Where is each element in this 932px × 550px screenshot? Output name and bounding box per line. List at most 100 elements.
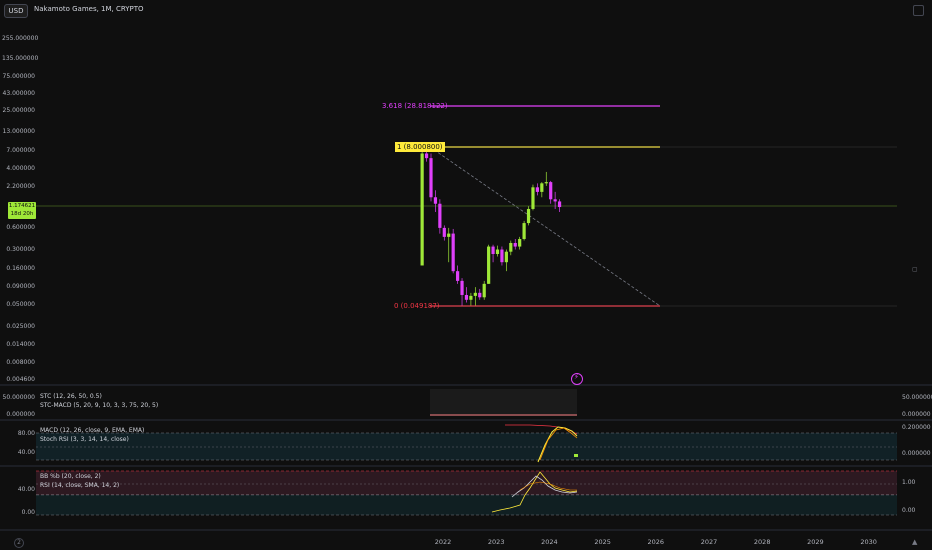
stc-axis-top: 50.000000 <box>2 394 35 401</box>
bb-right-top: 1.00 <box>902 479 916 486</box>
fib-label-3618: 3.618 (28.818122) <box>382 102 448 110</box>
stc-axis-bottom: 0.000000 <box>6 411 35 418</box>
price-tick-label: 2.200000 <box>6 183 35 191</box>
price-tick-label: 13.000000 <box>2 127 35 135</box>
candle-body <box>473 292 477 296</box>
stoch-axis-80: 80.00 <box>17 430 35 437</box>
timezone-icon[interactable]: 2 <box>14 538 24 548</box>
bb-percent-line <box>491 471 578 513</box>
time-tick-label: 2027 <box>700 538 718 546</box>
price-tick-label: 4.000000 <box>6 164 35 172</box>
current-price-value: 1.174621 <box>8 203 36 209</box>
stc-zone <box>430 389 577 416</box>
currency-button[interactable]: USD <box>4 4 28 18</box>
candle-body <box>504 251 508 263</box>
macd-right-top: 0.200000 <box>902 424 931 431</box>
time-tick-label: 2029 <box>807 538 824 546</box>
candle-body <box>464 294 469 300</box>
rsi-band-fill <box>36 495 897 515</box>
candle-body <box>491 246 495 255</box>
candle-body <box>456 271 460 281</box>
auto-scale-icon[interactable]: ▲ <box>912 538 918 546</box>
stc-right-top: 50.000000 <box>902 394 932 401</box>
candle-body <box>469 295 473 300</box>
fib-trend-line[interactable] <box>429 146 661 307</box>
indicator-label-rsi[interactable]: RSI (14, close, SMA, 14, 2) <box>40 482 120 489</box>
rsi-ma-line <box>519 481 577 491</box>
scale-settings-icon[interactable] <box>913 5 924 16</box>
time-tick-label: 2022 <box>434 538 452 546</box>
time-tick-label: 2024 <box>541 538 558 546</box>
indicator-label-bb[interactable]: BB %b (20, close, 2) <box>40 473 101 480</box>
price-tick-label: 0.090000 <box>6 283 35 291</box>
rsi-axis-0: 0.00 <box>21 509 35 516</box>
stoch-k-line <box>537 426 578 463</box>
candle-body <box>433 197 438 204</box>
price-tick-label: 0.008000 <box>6 358 35 366</box>
lightning-icon[interactable]: ⚡ <box>571 373 583 385</box>
time-tick-label: 2023 <box>487 538 505 546</box>
indicator-label-stc[interactable]: STC (12, 26, 50, 0.5) <box>40 393 102 400</box>
time-tick-label: 2025 <box>594 538 611 546</box>
symbol-title: Nakamoto Games, 1M, CRYPTO <box>34 5 144 13</box>
price-tick-label: 25.000000 <box>2 107 35 115</box>
stoch-axis-40: 40.00 <box>17 449 35 456</box>
candle-body <box>522 223 526 240</box>
indicator-label-stoch-rsi[interactable]: Stoch RSI (3, 3, 14, 14, close) <box>40 436 129 443</box>
time-tick-label: 2026 <box>647 538 665 546</box>
time-tick-label: 2028 <box>753 538 771 546</box>
rsi-axis-40: 40.00 <box>17 486 35 493</box>
indicator-label-stc-macd[interactable]: STC-MACD (5, 20, 9, 10, 3, 3, 75, 20, 5) <box>40 402 159 409</box>
candle-body <box>460 280 464 295</box>
candle-body <box>513 242 517 247</box>
bb-right-bottom: 0.00 <box>902 507 916 514</box>
price-tick-label: 0.050000 <box>6 301 35 309</box>
price-tick-label: 0.025000 <box>6 323 35 331</box>
candle-body <box>549 182 553 200</box>
stoch-d-line <box>539 427 578 461</box>
candle-body <box>509 242 513 252</box>
candle-body <box>518 239 522 247</box>
price-tick-label: 255.000000 <box>2 34 39 42</box>
candlestick-series <box>420 147 562 306</box>
stc-right-bottom: 0.000000 <box>902 411 931 418</box>
bb-band-fill <box>36 471 897 495</box>
candle-body <box>557 201 562 208</box>
macd-right-bottom: 0.000000 <box>902 450 931 457</box>
price-tick-label: 0.300000 <box>6 245 35 253</box>
price-tick-label: 0.600000 <box>6 223 35 231</box>
price-tick-label: 0.004600 <box>6 375 35 383</box>
candle-body <box>531 187 535 209</box>
candle-body <box>487 246 491 284</box>
price-tick-label: 0.014000 <box>6 341 35 349</box>
candle-body <box>478 292 482 298</box>
price-tick-label: 43.000000 <box>2 90 35 98</box>
fib-label-0: 0 (0.049187) <box>394 302 440 310</box>
candle-body <box>540 183 544 192</box>
scale-mode-icon[interactable]: ▢ <box>912 266 918 273</box>
candle-body <box>535 187 539 192</box>
price-tick-label: 135.000000 <box>2 54 39 62</box>
candle-body <box>429 158 433 198</box>
price-tick-label: 0.160000 <box>6 265 35 273</box>
stoch-rsi-band <box>36 433 897 460</box>
price-tick-label: 75.000000 <box>2 73 35 81</box>
candle-body <box>438 203 442 228</box>
candle-body <box>500 249 504 263</box>
macd-histogram-bar <box>574 454 578 457</box>
price-tick-label: 7.000000 <box>6 147 35 155</box>
candle-body <box>420 153 424 266</box>
time-tick-label: 2030 <box>860 538 877 546</box>
rsi-line <box>511 475 578 498</box>
candle-body <box>447 233 451 237</box>
indicator-label-macd[interactable]: MACD (12, 26, close, 9, EMA, EMA) <box>40 427 145 434</box>
candle-body <box>526 208 531 224</box>
candle-body <box>442 227 446 237</box>
candle-body <box>544 182 548 184</box>
candle-body <box>451 233 455 272</box>
fib-label-1: 1 (8.000800) <box>395 142 445 152</box>
candle-body <box>482 283 486 298</box>
candle-body <box>495 249 500 255</box>
candle-body <box>553 199 557 202</box>
